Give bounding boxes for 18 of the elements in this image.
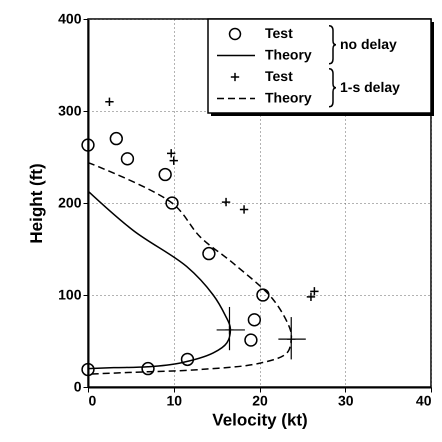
- annotation: no delay: [340, 36, 398, 52]
- x-tick-label: 40: [416, 392, 432, 408]
- legend-label: Test: [265, 25, 294, 41]
- y-tick-label: 400: [58, 10, 82, 26]
- annotation: 1-s delay: [340, 78, 400, 95]
- x-tick-label: 30: [338, 392, 354, 408]
- y-tick-label: 300: [58, 102, 82, 118]
- legend-label: Theory: [265, 90, 312, 106]
- y-tick-label: 100: [58, 286, 82, 302]
- x-axis-title: Velocity (kt): [212, 410, 308, 430]
- legend-label: Test: [265, 68, 294, 84]
- y-axis-title: Height (ft): [27, 163, 46, 244]
- x-tick-label: 0: [88, 392, 96, 408]
- y-tick-label: 200: [58, 194, 82, 210]
- legend-label: Theory: [265, 46, 312, 62]
- x-tick-label: 10: [166, 392, 182, 408]
- x-tick-label: 20: [252, 392, 268, 408]
- y-tick-label: 0: [74, 378, 82, 394]
